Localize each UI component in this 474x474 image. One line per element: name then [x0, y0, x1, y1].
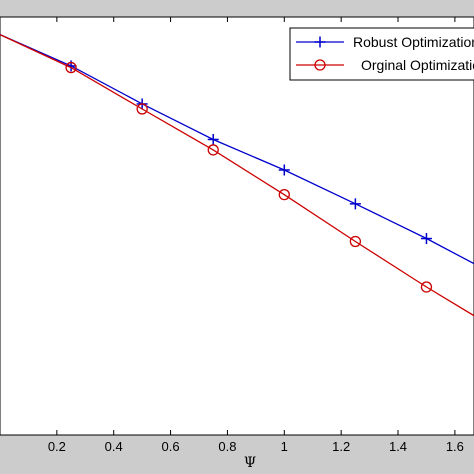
- x-tick-label: 0.2: [48, 439, 66, 454]
- x-tick-label: 0.6: [162, 439, 180, 454]
- data-point-robust: [420, 233, 432, 245]
- data-point-original: [349, 235, 362, 248]
- plot-area: [0, 16, 474, 436]
- legend-marker-original: [314, 59, 326, 71]
- series-line-robust: [0, 34, 474, 265]
- x-tick-label: 0.4: [105, 439, 123, 454]
- x-tick-label: 1.4: [389, 439, 407, 454]
- data-point-robust: [207, 133, 219, 145]
- series-layer: [0, 34, 474, 317]
- data-point-original: [420, 281, 433, 293]
- x-tick-label: 0.8: [218, 439, 236, 454]
- x-tick-label: 1.6: [446, 439, 464, 454]
- data-point-robust: [278, 164, 290, 176]
- x-tick-label: 1.2: [332, 439, 350, 454]
- x-tick-labels: 0.2 0.4 0.6 0.8 1 1.2 1.4 1.6: [48, 439, 464, 454]
- x-ticks: [56, 17, 456, 435]
- data-point-original: [207, 144, 219, 156]
- x-axis-label: Ψ: [244, 455, 256, 471]
- legend-label-original: Orginal Optimization: [361, 57, 474, 73]
- series-line-original: [0, 34, 474, 317]
- legend-label-robust: Robust Optimization: [353, 34, 474, 50]
- data-point-original: [136, 103, 148, 115]
- data-point-original: [65, 61, 77, 74]
- legend-marker-robust: [314, 36, 326, 48]
- legend: Robust Optimization Orginal Optimization: [289, 27, 474, 81]
- data-point-robust: [349, 198, 361, 210]
- x-tick-label: 1: [281, 439, 288, 454]
- data-point-original: [278, 188, 290, 201]
